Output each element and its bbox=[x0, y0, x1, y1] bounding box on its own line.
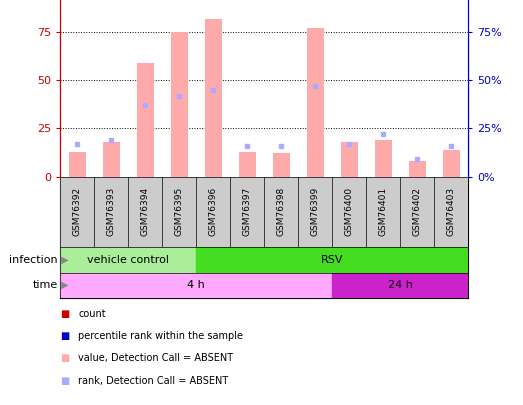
Text: GSM76394: GSM76394 bbox=[141, 187, 150, 237]
Bar bbox=[408, 161, 426, 177]
Bar bbox=[238, 151, 256, 177]
Bar bbox=[69, 151, 86, 177]
Text: GSM76399: GSM76399 bbox=[311, 187, 320, 237]
Text: GSM76403: GSM76403 bbox=[447, 187, 456, 237]
Bar bbox=[170, 32, 188, 177]
Text: GSM76392: GSM76392 bbox=[73, 187, 82, 237]
Bar bbox=[137, 63, 154, 177]
Text: 4 h: 4 h bbox=[187, 280, 205, 290]
Text: infection: infection bbox=[9, 255, 58, 265]
Text: vehicle control: vehicle control bbox=[87, 255, 169, 265]
Bar bbox=[272, 153, 290, 177]
Bar bbox=[204, 19, 222, 177]
Bar bbox=[60, 273, 332, 298]
Bar bbox=[340, 142, 358, 177]
Text: rank, Detection Call = ABSENT: rank, Detection Call = ABSENT bbox=[78, 376, 229, 386]
Text: GSM76396: GSM76396 bbox=[209, 187, 218, 237]
Text: 24 h: 24 h bbox=[388, 280, 413, 290]
Bar bbox=[60, 247, 196, 273]
Bar bbox=[306, 28, 324, 177]
Text: GSM76395: GSM76395 bbox=[175, 187, 184, 237]
Text: GSM76402: GSM76402 bbox=[413, 187, 422, 236]
Bar bbox=[103, 142, 120, 177]
Text: value, Detection Call = ABSENT: value, Detection Call = ABSENT bbox=[78, 354, 234, 363]
Bar bbox=[196, 247, 468, 273]
Text: GSM76393: GSM76393 bbox=[107, 187, 116, 237]
Text: RSV: RSV bbox=[321, 255, 344, 265]
Text: GSM76397: GSM76397 bbox=[243, 187, 252, 237]
Text: time: time bbox=[32, 280, 58, 290]
Text: ■: ■ bbox=[60, 376, 70, 386]
Text: GSM76401: GSM76401 bbox=[379, 187, 388, 237]
Text: ■: ■ bbox=[60, 331, 70, 341]
Bar bbox=[442, 149, 460, 177]
Text: percentile rank within the sample: percentile rank within the sample bbox=[78, 331, 243, 341]
Text: ■: ■ bbox=[60, 354, 70, 363]
Text: count: count bbox=[78, 309, 106, 319]
Text: ■: ■ bbox=[60, 309, 70, 319]
Bar bbox=[374, 140, 392, 177]
Text: GSM76400: GSM76400 bbox=[345, 187, 354, 237]
Text: GSM76398: GSM76398 bbox=[277, 187, 286, 237]
Text: ▶: ▶ bbox=[58, 280, 69, 290]
Text: ▶: ▶ bbox=[58, 255, 69, 265]
Bar bbox=[332, 273, 468, 298]
